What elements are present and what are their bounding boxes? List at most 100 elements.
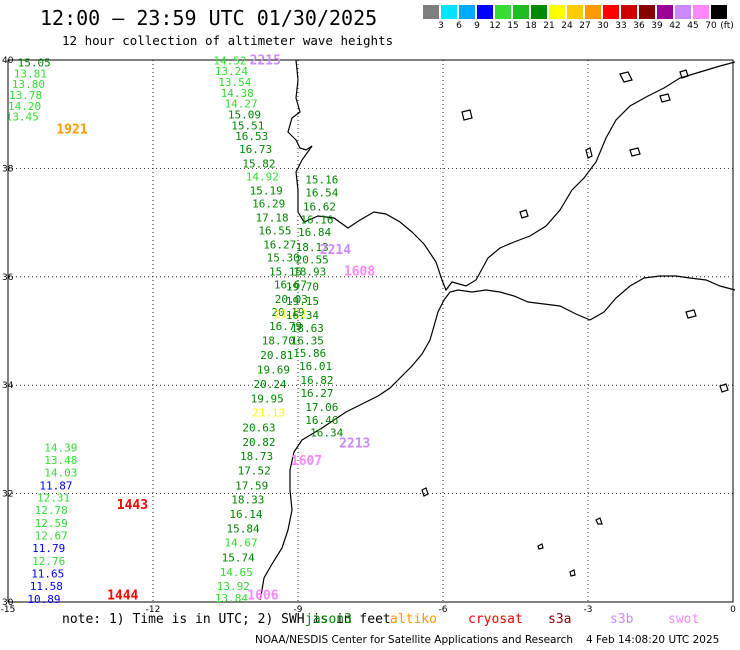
swh-value: 15.74: [222, 551, 255, 564]
swh-value: 15.16: [305, 174, 338, 187]
coastline-island-6: [679, 69, 689, 79]
coastline-island-7: [659, 93, 671, 103]
scale-swatch: [423, 5, 439, 19]
lon-tick-label: 0: [730, 605, 736, 615]
swh-value: 12.67: [35, 530, 68, 543]
swh-value: 16.84: [298, 226, 331, 239]
swh-value: 13.84: [215, 592, 248, 605]
swh-value: 19.95: [251, 393, 284, 406]
lat-lon-grid: [7, 59, 734, 603]
scale-swatch: [693, 5, 709, 19]
satellite-label: cryosat: [468, 612, 523, 627]
scale-label: 18: [525, 21, 537, 31]
swh-value: 16.55: [258, 225, 291, 238]
scale-label: 45: [687, 21, 699, 31]
credit-text: NOAA/NESDIS Center for Satellite Applica…: [255, 634, 573, 646]
swh-value: 15.84: [226, 523, 259, 536]
swh-value: 20.24: [254, 378, 287, 391]
track-id-label: 1606: [247, 588, 278, 603]
track-id-label: 1607: [291, 454, 322, 469]
swh-value: 21.12: [274, 307, 307, 320]
footer-note: note: 1) Time is in UTC; 2) SWH is in fe…: [62, 612, 391, 627]
swh-value: 14.27: [225, 98, 258, 111]
swh-value: 13.81: [14, 67, 47, 80]
swh-value: 18.33: [231, 493, 264, 506]
swh-value: 16.29: [252, 197, 285, 210]
scale-label: 30: [597, 21, 609, 31]
swh-value: 19.15: [286, 295, 319, 308]
scale-label: 70: [705, 21, 717, 31]
track-id-label: 1443: [117, 498, 148, 513]
swh-value: 14.67: [225, 537, 258, 550]
swh-value: 15.86: [293, 347, 326, 360]
scale-swatch: [621, 5, 637, 19]
track-id-label: 2215: [250, 53, 281, 68]
swh-value: 16.16: [300, 214, 333, 227]
swh-value: 13.48: [44, 454, 77, 467]
swh-value: 19.70: [286, 280, 319, 293]
lon-tick-label: -6: [439, 605, 448, 615]
scale-unit: (ft): [720, 21, 734, 31]
coastline-island-10: [461, 109, 473, 121]
swh-value: 20.81: [260, 349, 293, 362]
swh-value: 16.14: [229, 508, 262, 521]
swh-value: 16.35: [291, 335, 324, 348]
scale-label: 27: [579, 21, 591, 31]
coastline-africa: [259, 275, 736, 601]
coastline-island-4: [569, 569, 576, 577]
frame-border: [7, 59, 734, 603]
lat-tick-label: 30: [2, 598, 14, 608]
swh-value: 14.38: [221, 87, 254, 100]
scale-swatch: [711, 5, 727, 19]
scale-swatch: [513, 5, 529, 19]
scale-label: 9: [474, 21, 480, 31]
map-frame: [7, 59, 734, 603]
scale-swatch: [477, 5, 493, 19]
swh-value: 13.24: [215, 65, 248, 78]
swh-value: 17.06: [305, 401, 338, 414]
coastline-island-3: [537, 543, 544, 550]
scale-swatch: [639, 5, 655, 19]
swh-value: 16.67: [274, 279, 307, 292]
swh-value: 13.80: [12, 78, 45, 91]
scale-label: 3: [438, 21, 444, 31]
scale-label: 21: [543, 21, 555, 31]
scale-label: 24: [561, 21, 573, 31]
satellite-label: s3a: [548, 612, 572, 627]
lat-tick-label: 38: [2, 164, 14, 174]
swh-value: 17.59: [235, 479, 268, 492]
scale-label: 36: [633, 21, 645, 31]
track-id-label: 2213: [339, 437, 370, 452]
swh-value: 16.53: [235, 130, 268, 143]
swh-value: 16.27: [300, 387, 333, 400]
swh-value: 16.62: [303, 201, 336, 214]
swh-value: 13.92: [217, 580, 250, 593]
scale-swatch: [567, 5, 583, 19]
coastline-island-12: [629, 147, 641, 157]
swh-value: 16.54: [305, 187, 338, 200]
scale-label: 42: [669, 21, 681, 31]
swh-value: 15.19: [250, 184, 283, 197]
lon-tick-label: -9: [294, 605, 303, 615]
lat-tick-label: 40: [2, 56, 14, 66]
coastline-island-9: [685, 309, 697, 319]
swh-value: 16.34: [310, 427, 343, 440]
coastline: [259, 59, 736, 601]
swh-value: 21.13: [252, 407, 285, 420]
track-id-label: 1444: [107, 588, 138, 603]
lon-tick-label: -3: [584, 605, 593, 615]
swh-value: 16.27: [263, 239, 296, 252]
swh-value: 11.79: [32, 542, 65, 555]
swh-value: 14.20: [8, 100, 41, 113]
swh-value: 18.70: [262, 335, 295, 348]
swh-value: 11.87: [39, 479, 72, 492]
swh-value: 13.54: [218, 76, 251, 89]
swh-value: 14.92: [246, 170, 279, 183]
coastline-island-13: [585, 147, 593, 159]
page-title: 12:00 – 23:59 UTC 01/30/2025: [40, 6, 378, 30]
coastline-island-11: [519, 209, 529, 219]
swh-value: 16.01: [299, 360, 332, 373]
